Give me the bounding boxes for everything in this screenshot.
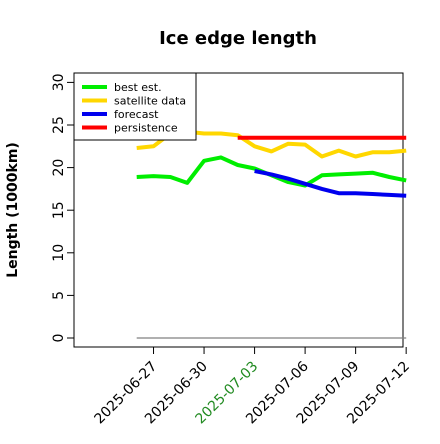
y-tick-label: 10 xyxy=(51,244,67,262)
legend-label: persistence xyxy=(114,122,178,135)
y-tick-label: 20 xyxy=(51,159,67,177)
legend-label: best est. xyxy=(114,81,162,94)
y-axis: 0 5 10 15 20 25 30 xyxy=(51,73,74,342)
series-line-best-est- xyxy=(136,155,407,188)
y-tick-label: 5 xyxy=(51,291,67,300)
legend: best est.satellite dataforecastpersisten… xyxy=(73,72,197,141)
legend-label: forecast xyxy=(114,108,159,121)
y-tick-label: 15 xyxy=(51,201,67,219)
chart-title: Ice edge length xyxy=(159,28,317,49)
series-layer xyxy=(136,129,407,339)
y-axis-label: Length (1000km) xyxy=(5,142,21,278)
legend-label: satellite data xyxy=(114,95,186,108)
y-tick-label: 25 xyxy=(51,116,67,134)
series-line-forecast xyxy=(254,169,407,198)
x-axis: 2025-06-272025-06-302025-07-032025-07-06… xyxy=(92,347,413,427)
y-tick-label: 30 xyxy=(51,73,67,91)
y-tick-label: 0 xyxy=(51,334,67,343)
